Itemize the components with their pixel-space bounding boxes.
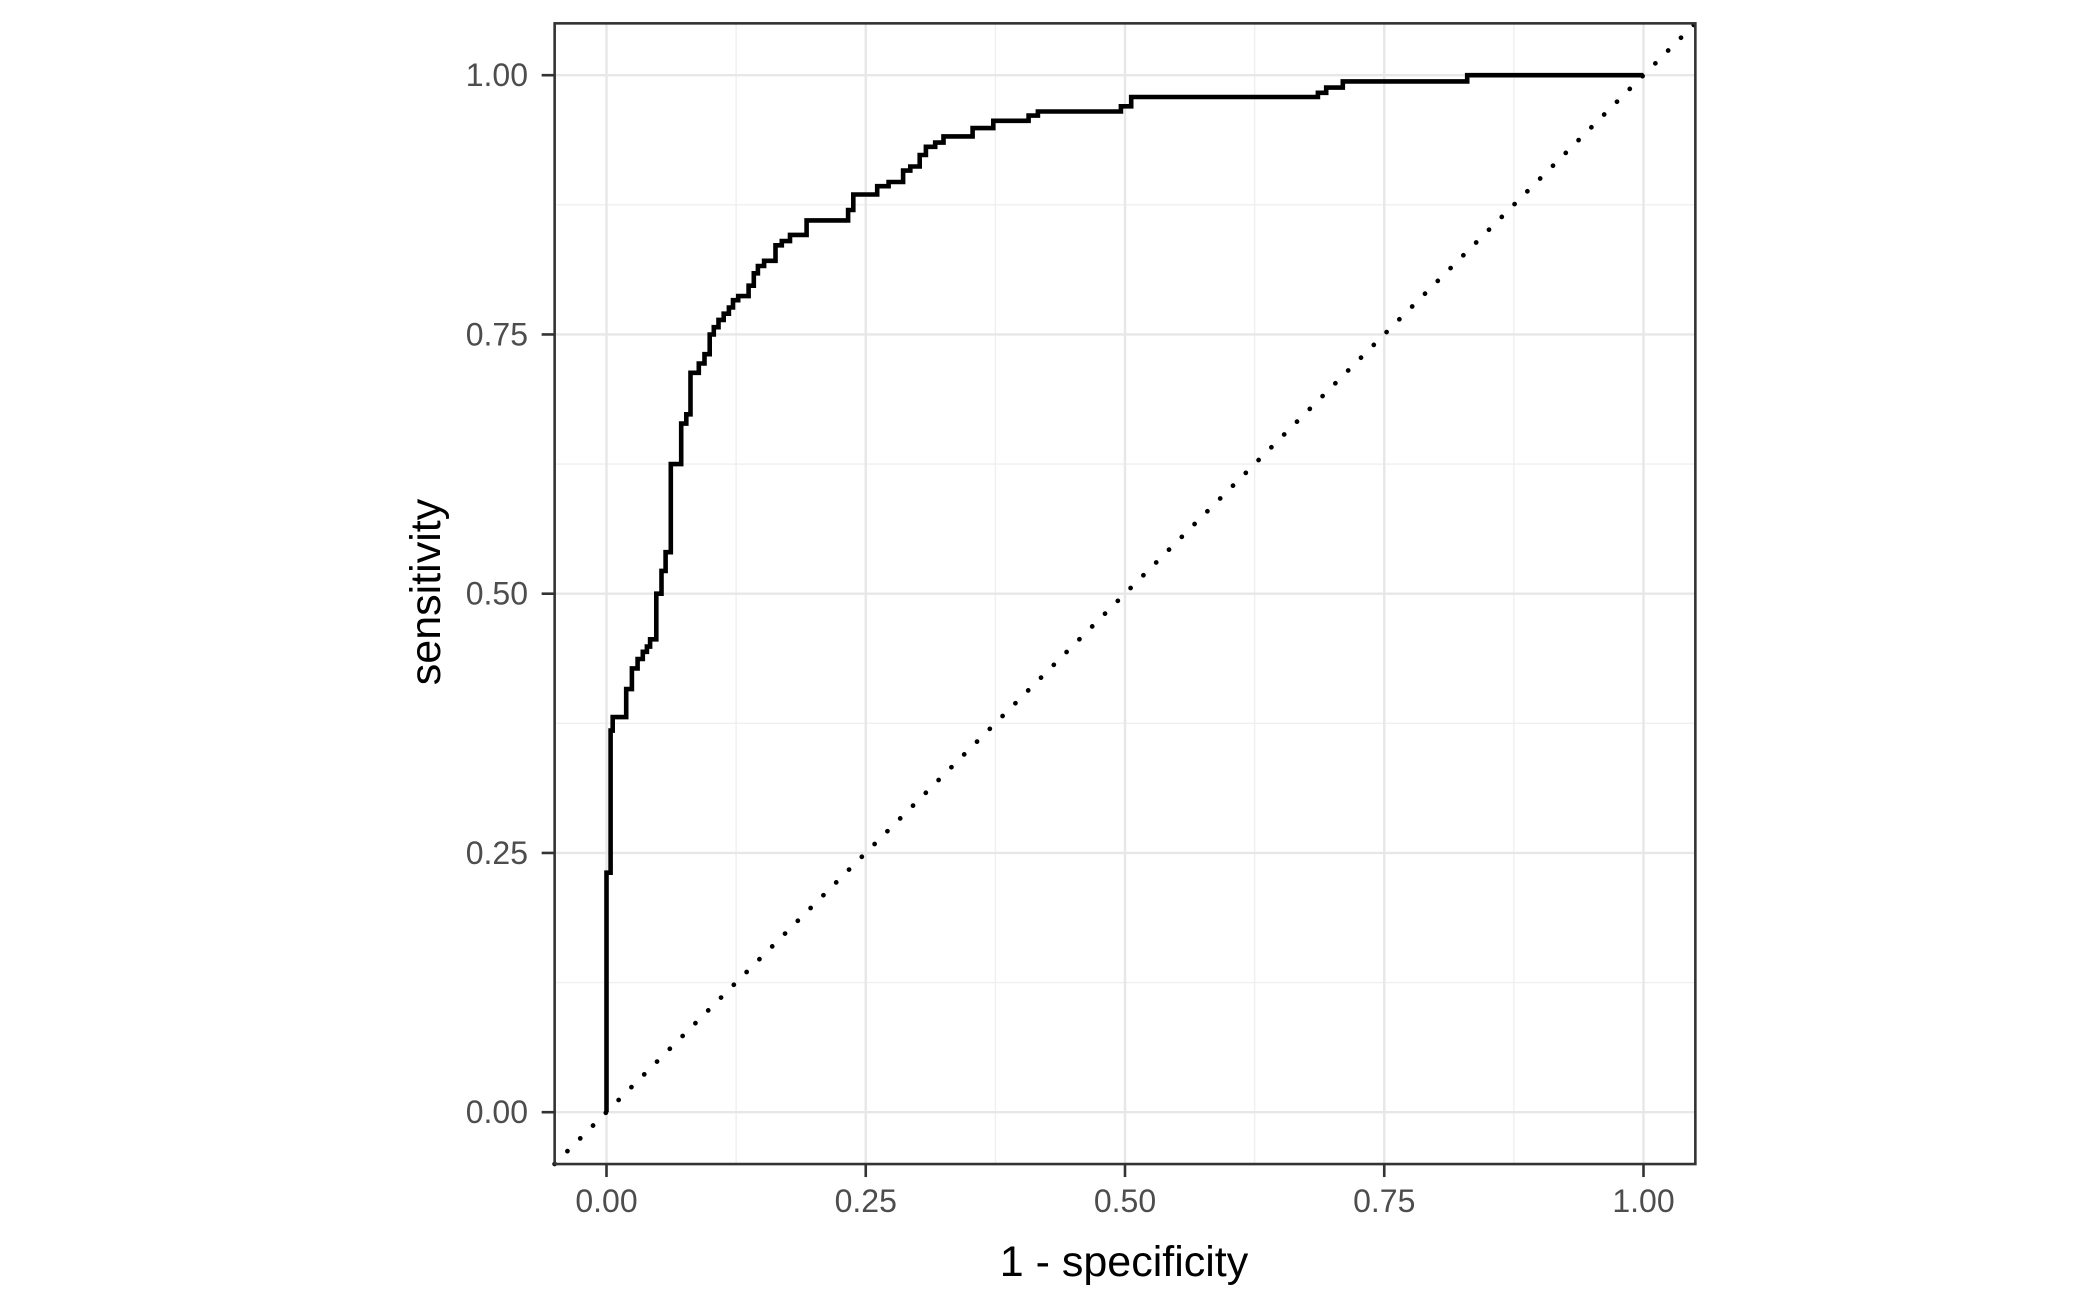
y-tick-label: 0.25: [466, 835, 528, 871]
gridlines: [554, 23, 1696, 1165]
y-tick-label: 0.75: [466, 316, 528, 352]
y-tick-label: 1.00: [466, 57, 528, 93]
axis-ticks: 0.00 0.25 0.50 0.75 1.00 0.00 0.25 0.50 0.75 1.00: [466, 57, 1675, 1219]
x-tick-label: 0.50: [1094, 1183, 1156, 1219]
roc-curve-line: [604, 72, 1644, 1113]
y-axis-title: sensitivity: [402, 498, 450, 685]
x-tick-label: 1.00: [1612, 1183, 1674, 1219]
y-tick-label: 0.50: [466, 576, 528, 612]
data-series: [552, 20, 1698, 1167]
x-axis-title: 1 - specificity: [1000, 1238, 1249, 1286]
y-tick-label: 0.00: [466, 1094, 528, 1130]
x-tick-label: 0.00: [575, 1183, 637, 1219]
x-tick-label: 0.75: [1353, 1183, 1415, 1219]
x-tick-label: 0.25: [835, 1183, 897, 1219]
